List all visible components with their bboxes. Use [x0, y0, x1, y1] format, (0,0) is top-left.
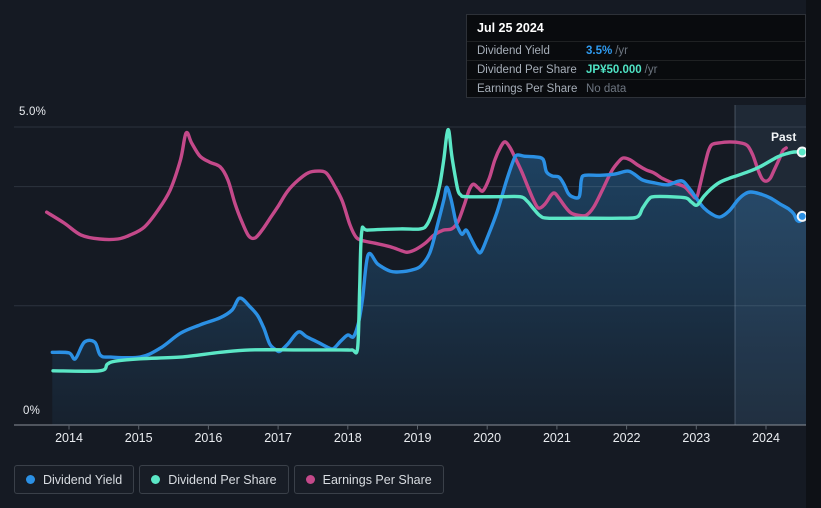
chart-legend: Dividend Yield Dividend Per Share Earnings… [14, 465, 444, 494]
x-axis-label-2023: 2023 [682, 431, 711, 445]
dividend-yield-line [50, 153, 804, 361]
legend-label: Dividend Yield [43, 472, 123, 487]
y-axis-label-max: 5.0% [19, 106, 47, 118]
x-axis-label-2015: 2015 [124, 431, 153, 445]
x-axis-label-2021: 2021 [542, 431, 571, 445]
tooltip-row-unit: /yr [644, 64, 658, 76]
past-region-label: Past [771, 130, 797, 144]
right-gutter [806, 0, 821, 508]
legend-color-dot [151, 475, 161, 484]
x-axis-label-2024: 2024 [752, 431, 780, 445]
past-region-band [734, 105, 806, 425]
legend-color-dot [26, 475, 35, 484]
dividend-yield-area-fill [52, 154, 807, 425]
legend-label: Dividend Per Share [168, 472, 277, 487]
x-axis-label-2022: 2022 [612, 431, 641, 445]
earnings-per-share-line [45, 130, 788, 254]
x-axis-label-2014: 2014 [55, 431, 83, 445]
x-axis-label-2017: 2017 [264, 431, 292, 445]
tooltip-row-label: Earnings Per Share [477, 83, 578, 95]
tooltip-row-earnings-per-share: Earnings Per Share No data [467, 79, 805, 98]
tooltip-rows: Dividend Yield 3.5%/yr Dividend Per Share J… [467, 41, 805, 98]
chart-tooltip: Jul 25 2024 Dividend Yield 3.5%/yr Dividen… [466, 14, 806, 98]
tooltip-row-label: Dividend Per Share [477, 64, 577, 76]
legend-label: Earnings Per Share [322, 472, 432, 487]
legend-color-dot [305, 475, 315, 484]
legend-item-dividend-per-share[interactable]: Dividend Per Share [139, 465, 289, 494]
tooltip-row-unit: /yr [615, 45, 628, 57]
tooltip-date: Jul 25 2024 [477, 21, 544, 35]
legend-item-dividend-yield[interactable]: Dividend Yield [14, 465, 135, 494]
tooltip-row-dividend-yield: Dividend Yield 3.5%/yr [467, 41, 805, 60]
tooltip-row-label: Dividend Yield [477, 45, 550, 57]
tooltip-row-value: 3.5% [586, 45, 613, 57]
x-axis-label-2019: 2019 [403, 431, 432, 445]
legend-item-earnings-per-share[interactable]: Earnings Per Share [293, 465, 444, 494]
tooltip-row-value: JP¥50.000 [586, 64, 642, 76]
x-axis-label-2016: 2016 [194, 431, 223, 445]
tooltip-row-dividend-per-share: Dividend Per Share JP¥50.000/yr [467, 60, 805, 79]
tooltip-row-value: No data [586, 83, 627, 95]
x-axis-label-2018: 2018 [333, 431, 362, 445]
x-axis-label-2020: 2020 [473, 431, 502, 445]
dividend-per-share-line [51, 127, 804, 373]
y-axis-label-zero: 0% [23, 405, 41, 417]
